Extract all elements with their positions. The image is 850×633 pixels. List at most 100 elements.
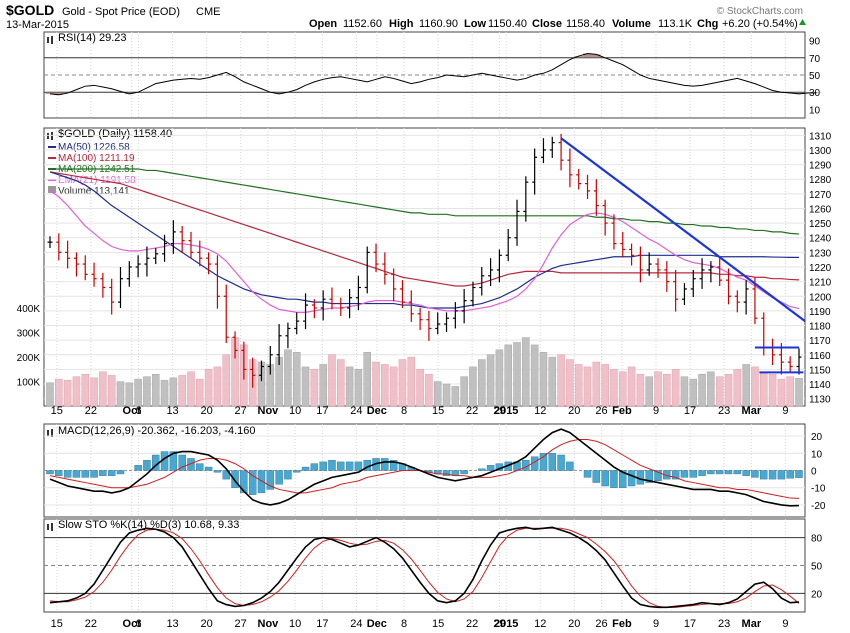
volume-bar xyxy=(425,373,433,407)
x-tick-label: 22 xyxy=(85,618,97,630)
volume-bar xyxy=(663,373,671,407)
price-bar xyxy=(479,267,485,296)
price-y-tick-label: 1140 xyxy=(809,380,831,391)
x-tick-label: 26 xyxy=(595,618,607,630)
x-tick-label: 15 xyxy=(51,405,63,417)
price-bar xyxy=(717,258,723,287)
price-bar xyxy=(611,214,617,250)
volume-bar xyxy=(636,373,645,407)
x-tick-label: Mar xyxy=(742,405,762,417)
quote-bar: Open 1152.60 High 1160.90 Low 1150.40 Cl… xyxy=(309,18,806,30)
sto-title: Slow STO %K(14) %D(3) 10.68, 9.33 xyxy=(58,519,239,531)
ma50-line xyxy=(49,171,800,309)
volume-bar xyxy=(143,376,151,407)
price-bar xyxy=(267,346,273,375)
x-tick-label: 9 xyxy=(782,405,788,417)
volume-bar xyxy=(478,359,486,407)
price-bar xyxy=(708,261,714,283)
volume-bar xyxy=(72,376,81,407)
volume-bar xyxy=(786,376,794,407)
volume-bar xyxy=(742,364,750,407)
macd-histogram-bar xyxy=(345,461,354,471)
price-bar xyxy=(258,360,264,382)
macd-y-tick-label: -10 xyxy=(811,484,826,495)
x-tick-label: 22 xyxy=(85,405,97,417)
macd-y-tick-label: -20 xyxy=(811,501,826,512)
volume-bar xyxy=(557,354,565,407)
price-bar xyxy=(329,287,335,310)
volume-bar xyxy=(151,373,160,407)
macd-histogram-bar xyxy=(478,468,486,471)
price-bar xyxy=(567,148,573,188)
macd-histogram-bar xyxy=(213,470,222,473)
close-label: Close xyxy=(532,18,562,30)
price-bar xyxy=(232,331,238,359)
price-bar xyxy=(637,246,643,283)
volume-bar xyxy=(645,376,653,407)
volume-bar xyxy=(292,351,301,407)
x-tick-label: 9 xyxy=(653,405,659,417)
macd-histogram-bar xyxy=(266,470,275,490)
volume-bar xyxy=(759,371,768,407)
price-bar xyxy=(461,288,467,324)
close-value: 1158.40 xyxy=(566,18,605,30)
high-label: High xyxy=(389,18,414,30)
price-bar xyxy=(338,297,344,317)
price-bar xyxy=(690,269,696,297)
x-tick-label: 20 xyxy=(568,405,580,417)
price-bar xyxy=(117,267,123,308)
macd-line xyxy=(49,428,800,507)
macd-y-tick-label: 20 xyxy=(811,432,823,443)
volume-bar xyxy=(433,381,442,407)
volume-bar xyxy=(46,382,54,407)
price-y-tick-label: 1240 xyxy=(809,234,832,245)
price-y-tick-label: 1170 xyxy=(809,336,831,347)
panel-marker-icon xyxy=(51,36,53,44)
volume-bar xyxy=(768,373,777,407)
macd-histogram-bar xyxy=(116,470,125,475)
legend-ma50: MA(50) 1226.58 xyxy=(58,142,130,153)
volume-bar xyxy=(530,344,539,407)
volume-bar xyxy=(724,373,733,407)
macd-histogram-bar xyxy=(90,470,98,478)
price-bar xyxy=(426,310,432,341)
macd-histogram-bar xyxy=(178,454,186,471)
price-bar xyxy=(311,299,317,319)
volume-bar xyxy=(513,342,521,407)
x-tick-label: Nov xyxy=(258,405,280,417)
volume-bar xyxy=(169,377,178,407)
macd-histogram-bar xyxy=(610,470,618,488)
rsi-extreme-fill xyxy=(45,53,822,95)
macd-histogram-bar xyxy=(601,470,609,487)
volume-bar xyxy=(592,361,601,407)
volume-bar xyxy=(522,337,530,407)
volume-bar xyxy=(627,366,636,407)
price-bar xyxy=(294,312,300,335)
macd-histogram-bar xyxy=(671,470,680,480)
x-tick-label: 6 xyxy=(135,405,141,417)
price-bar xyxy=(197,240,203,267)
symbol-label: $GOLD xyxy=(6,2,54,18)
macd-histogram-bar xyxy=(248,470,257,495)
price-bar xyxy=(558,133,564,171)
volume-bar xyxy=(715,376,724,407)
price-y-tick-label: 1190 xyxy=(809,307,831,318)
x-tick-label: Feb xyxy=(612,405,632,417)
price-bar xyxy=(47,236,53,248)
volume-tick-label: 400K xyxy=(17,304,41,315)
macd-y-tick-label: 0 xyxy=(811,467,817,478)
macd-histogram-bar xyxy=(715,470,724,475)
x-tick-label: Dec xyxy=(367,405,387,417)
volume-bar xyxy=(469,366,477,407)
volume-bar xyxy=(301,366,310,407)
x-tick-label: 6 xyxy=(135,618,141,630)
volume-bar xyxy=(398,359,407,407)
volume-bar xyxy=(389,366,398,407)
macd-histogram-bar xyxy=(619,470,627,488)
x-tick-label: 27 xyxy=(235,618,247,630)
volume-tick-label: 200K xyxy=(17,353,41,364)
x-tick-label: 17 xyxy=(316,618,328,630)
x-tick-label: 20 xyxy=(568,618,580,630)
panel-marker-icon xyxy=(47,37,49,43)
